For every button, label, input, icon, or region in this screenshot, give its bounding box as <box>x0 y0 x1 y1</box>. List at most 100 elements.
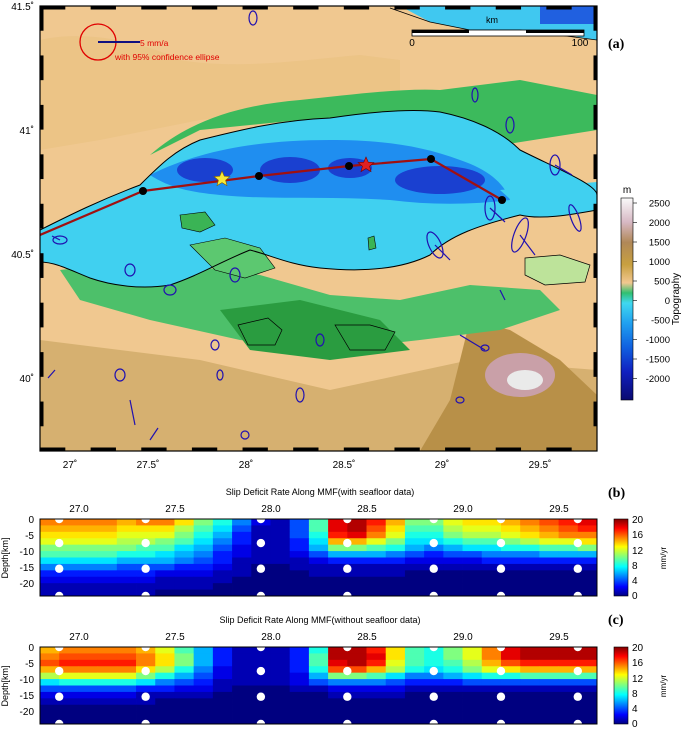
heatmap-cell <box>347 525 367 533</box>
heatmap-cell <box>251 576 271 584</box>
heatmap-cell <box>385 679 406 686</box>
colorbar-tick-label: 1000 <box>649 257 670 268</box>
heatmap-cell <box>116 685 137 693</box>
heatmap-cell <box>328 691 348 699</box>
colorbar-tick-label: 2500 <box>649 199 670 210</box>
heatmap-cell <box>116 704 137 712</box>
heatmap-cell <box>558 691 579 699</box>
heatmap-cell <box>40 653 60 661</box>
heatmap-cell <box>520 538 540 546</box>
y-tick-label: 0 <box>28 643 34 654</box>
heatmap-cell <box>97 704 118 712</box>
heatmap-cell <box>155 691 175 699</box>
heatmap-cell <box>289 538 310 546</box>
heatmap-cell <box>193 544 214 552</box>
y-tick-label: -15 <box>20 691 35 702</box>
heatmap-cell <box>193 679 214 686</box>
lat-label: 40˚ <box>20 373 34 385</box>
x-tick-labels: 27.0 27.5 28.0 28.5 29.0 29.5 <box>69 632 569 643</box>
heatmap-cell <box>174 531 195 539</box>
heatmap-cell <box>308 576 329 584</box>
heatmap-cell <box>40 557 60 565</box>
heatmap-cell <box>462 717 483 725</box>
heatmap-cell <box>443 679 463 686</box>
heatmap-cell <box>78 551 99 558</box>
heatmap-cell <box>232 544 252 552</box>
heatmap-cell <box>40 570 60 578</box>
fault-nodes <box>139 155 506 204</box>
heatmap-cell <box>78 570 99 578</box>
heatmap-cell <box>520 659 540 667</box>
heatmap-cell <box>558 647 579 654</box>
heatmap-cell <box>366 679 387 686</box>
heatmap-cell <box>270 583 291 590</box>
heatmap-cell <box>404 563 425 571</box>
heatmap-cell <box>481 557 502 565</box>
heatmap-cell <box>404 551 425 558</box>
heatmap-cell <box>270 589 291 597</box>
heatmap-cell <box>347 589 367 597</box>
heatmap-cell <box>97 659 118 667</box>
x-tick-labels: 27.0 27.5 28.0 28.5 29.0 29.5 <box>69 504 569 515</box>
x-tick-label: 28.5 <box>357 632 377 643</box>
heatmap-cell <box>462 659 483 667</box>
heatmap-cell <box>558 531 579 539</box>
frame-segment <box>546 6 572 10</box>
heatmap-cell <box>251 672 271 680</box>
heatmap-cell <box>539 647 559 654</box>
heatmap-cell <box>155 589 175 597</box>
heatmap-cell <box>500 679 521 686</box>
heatmap-cell <box>500 666 521 674</box>
heatmap-cell <box>155 698 175 706</box>
heatmap-cell <box>558 589 579 597</box>
heatmap-cell <box>174 583 195 590</box>
heatmap-cell <box>481 551 502 558</box>
heatmap-cell <box>40 531 60 539</box>
colorbar-tick-label: -1000 <box>646 335 670 346</box>
heatmap-cell <box>462 551 483 558</box>
node-point <box>256 692 266 701</box>
frame-segment <box>293 447 319 451</box>
heatmap-cell <box>212 685 233 693</box>
plot-frame <box>39 646 598 725</box>
heatmap-cell <box>308 704 329 712</box>
heatmap-cell <box>212 570 233 578</box>
heatmap-cell <box>404 666 425 674</box>
heatmap-cell <box>328 551 348 558</box>
iznik-lake <box>524 254 591 286</box>
colorbar-tick: 0 <box>632 591 638 602</box>
heatmap-cell <box>289 685 310 693</box>
lon-label: 29˚ <box>435 459 449 471</box>
heatmap-cell <box>212 711 233 718</box>
heatmap-cell <box>59 672 79 680</box>
heatmap-cell <box>289 679 310 686</box>
heatmap-cell <box>520 679 540 686</box>
heatmap-cell <box>500 647 521 654</box>
heatmap-cell <box>462 647 483 654</box>
heatmap-cell <box>97 647 118 654</box>
heatmap-cell <box>366 551 387 558</box>
heatmap-cell <box>193 576 214 584</box>
y-tick-label: -20 <box>20 707 35 718</box>
heatmap-cell <box>212 717 233 725</box>
heatmap-cell <box>136 698 156 706</box>
heatmap-cell <box>232 653 252 661</box>
yellow-star-icon <box>213 170 231 187</box>
frame-segment <box>141 447 167 451</box>
scalebar-unit: km <box>486 15 498 25</box>
heatmap-cell <box>193 531 214 539</box>
heatmap-cell <box>347 653 367 661</box>
heatmap-cell <box>155 653 175 661</box>
heatmap-cell <box>558 551 579 558</box>
heatmap-cell <box>328 659 348 667</box>
heatmap-cell <box>520 672 540 680</box>
heatmap-cell <box>328 531 348 539</box>
heatmap-cell <box>424 544 444 552</box>
frame-segment <box>40 6 44 31</box>
heatmap-cell <box>462 698 483 706</box>
heatmap-cell <box>481 647 502 654</box>
frame-segment <box>191 6 218 10</box>
lon-label: 27˚ <box>63 459 77 471</box>
heatmap-cell <box>251 653 271 661</box>
heatmap-cell <box>443 717 463 725</box>
